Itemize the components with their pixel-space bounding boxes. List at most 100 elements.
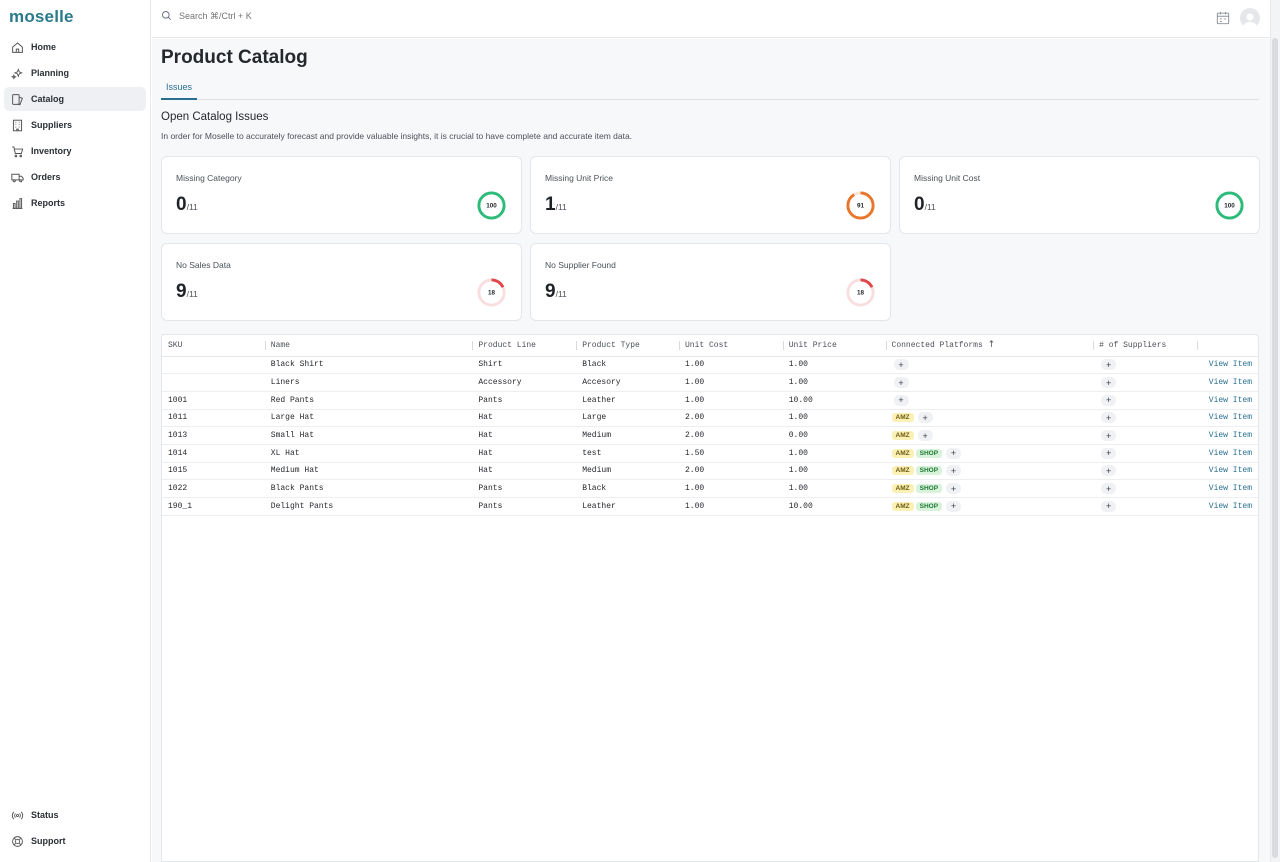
add-platform-button[interactable]: + <box>946 483 962 495</box>
table-row[interactable]: 1001 Red Pants Pants Leather 1.00 10.00 + + View… <box>162 391 1258 410</box>
scrollbar-thumb[interactable] <box>1272 38 1278 858</box>
table-row[interactable]: 1013 Small Hat Hat Medium 2.00 0.00 AMZ + + View … <box>162 426 1258 445</box>
table-row[interactable]: 1015 Medium Hat Hat Medium 2.00 1.00 AMZ SHOP + +… <box>162 462 1258 481</box>
tab-issues[interactable]: Issues <box>161 82 198 100</box>
sidebar-item-label: Status <box>31 810 59 820</box>
app-logo[interactable]: moselle <box>9 7 74 26</box>
column-header-unit-price[interactable]: Unit Price <box>782 335 886 357</box>
issue-card-no-sales-data[interactable]: No Sales Data 9/11 18 <box>161 243 522 321</box>
column-header-name[interactable]: Name <box>264 335 473 357</box>
add-platform-button[interactable]: + <box>917 430 933 442</box>
view-item-link[interactable]: View Item <box>1196 497 1258 516</box>
column-header-sku[interactable]: SKU <box>162 335 265 357</box>
column-header-connected-platforms[interactable]: Connected Platforms ↑ <box>885 335 1094 357</box>
add-supplier-button[interactable]: + <box>1101 377 1117 389</box>
product-type-cell: Large <box>576 409 679 428</box>
sidebar-item-orders[interactable]: Orders <box>4 165 146 189</box>
platform-badge: SHOP <box>915 466 943 476</box>
column-header-product-type[interactable]: Product Type <box>576 335 679 357</box>
view-item-link[interactable]: View Item <box>1196 391 1258 410</box>
unit-price-cell: 10.00 <box>782 497 886 516</box>
suppliers-cell: + <box>1093 497 1197 516</box>
score-ring: 18 <box>477 278 506 307</box>
platform-badge: SHOP <box>915 501 943 511</box>
issue-card-no-supplier-found[interactable]: No Supplier Found 9/11 18 <box>530 243 891 321</box>
sidebar-item-planning[interactable]: Planning <box>4 61 146 85</box>
table-row[interactable]: 1022 Black Pants Pants Black 1.00 1.00 AMZ SHOP… <box>162 479 1258 498</box>
sort-arrow-icon[interactable]: ↑ <box>987 340 996 351</box>
add-supplier-button[interactable]: + <box>1101 412 1117 424</box>
connected-platforms-cell: + <box>885 356 1094 375</box>
search-input[interactable] <box>179 10 379 21</box>
view-item-link[interactable]: View Item <box>1196 356 1258 375</box>
table-row[interactable]: Black Shirt Shirt Black 1.00 1.00 + + View Item <box>162 356 1258 375</box>
product-type-cell: test <box>576 444 679 463</box>
name-cell: Liners <box>264 373 473 392</box>
add-supplier-button[interactable]: + <box>1101 447 1117 459</box>
sku-cell: 1013 <box>162 426 265 445</box>
issue-card-missing-category[interactable]: Missing Category 0/11 100 <box>161 156 522 234</box>
connected-platforms-cell: + <box>885 373 1094 392</box>
add-platform-button[interactable]: + <box>893 377 909 389</box>
issue-card-missing-unit-price[interactable]: Missing Unit Price 1/11 91 <box>530 156 891 234</box>
section-title: Open Catalog Issues <box>161 111 269 123</box>
sidebar-item-home[interactable]: Home <box>4 35 146 59</box>
add-platform-button[interactable]: + <box>946 500 962 512</box>
table-row[interactable]: Liners Accessory Accesory 1.00 1.00 + + View It… <box>162 373 1258 392</box>
search-bar[interactable] <box>161 10 379 21</box>
user-icon <box>1243 13 1257 28</box>
sidebar-item-label: Orders <box>31 172 61 182</box>
column-header-suppliers[interactable]: # of Suppliers <box>1093 335 1197 357</box>
connected-platforms-cell: AMZ SHOP + <box>885 462 1094 481</box>
sidebar-item-label: Catalog <box>31 94 65 104</box>
table-row[interactable]: 1014 XL Hat Hat test 1.50 1.00 AMZ SHOP + + View I… <box>162 444 1258 463</box>
issue-card-missing-unit-cost[interactable]: Missing Unit Cost 0/11 100 <box>899 156 1260 234</box>
card-label: Missing Category <box>176 173 242 183</box>
column-header-product-line[interactable]: Product Line <box>472 335 577 357</box>
product-table-container: SKU Name Product Line Product Type Unit … <box>161 334 1259 862</box>
truck-icon <box>10 170 24 184</box>
add-supplier-button[interactable]: + <box>1101 394 1117 406</box>
add-supplier-button[interactable]: + <box>1101 430 1117 442</box>
product-type-cell: Medium <box>576 426 679 445</box>
add-platform-button[interactable]: + <box>893 359 909 371</box>
add-supplier-button[interactable]: + <box>1101 483 1117 495</box>
sidebar-item-support[interactable]: Support <box>4 829 146 853</box>
card-label: Missing Unit Cost <box>914 173 981 183</box>
view-item-link[interactable]: View Item <box>1196 373 1258 392</box>
calendar-icon[interactable] <box>1216 11 1230 25</box>
svg-text:18: 18 <box>488 290 495 297</box>
page-title: Product Catalog <box>161 47 308 68</box>
sidebar-item-reports[interactable]: Reports <box>4 191 146 215</box>
view-item-link[interactable]: View Item <box>1196 426 1258 445</box>
table-row[interactable]: 190_1 Delight Pants Pants Leather 1.00 10.00 A… <box>162 497 1258 516</box>
add-supplier-button[interactable]: + <box>1101 465 1117 477</box>
name-cell: Delight Pants <box>264 497 473 516</box>
platform-badge: AMZ <box>891 501 914 511</box>
unit-price-cell: 1.00 <box>782 356 886 375</box>
avatar[interactable] <box>1240 8 1260 28</box>
column-header-unit-cost[interactable]: Unit Cost <box>679 335 783 357</box>
add-platform-button[interactable]: + <box>946 447 962 459</box>
sidebar-item-catalog[interactable]: Catalog <box>4 87 146 111</box>
top-bar <box>152 0 1270 38</box>
add-supplier-button[interactable]: + <box>1101 359 1117 371</box>
view-item-link[interactable]: View Item <box>1196 409 1258 428</box>
table-row[interactable]: 1011 Large Hat Hat Large 2.00 1.00 AMZ + + View I… <box>162 409 1258 428</box>
sidebar-item-inventory[interactable]: Inventory <box>4 139 146 163</box>
sidebar-item-suppliers[interactable]: Suppliers <box>4 113 146 137</box>
add-platform-button[interactable]: + <box>917 412 933 424</box>
view-item-link[interactable]: View Item <box>1196 444 1258 463</box>
sku-cell: 1011 <box>162 409 265 428</box>
name-cell: Medium Hat <box>264 462 473 481</box>
sidebar-item-status[interactable]: Status <box>4 803 146 827</box>
home-icon <box>10 40 24 54</box>
view-item-link[interactable]: View Item <box>1196 479 1258 498</box>
add-platform-button[interactable]: + <box>946 465 962 477</box>
platform-badge: SHOP <box>915 448 943 458</box>
add-platform-button[interactable]: + <box>893 394 909 406</box>
page-scrollbar[interactable] <box>1270 0 1280 862</box>
add-supplier-button[interactable]: + <box>1101 500 1117 512</box>
connected-platforms-cell: + <box>885 391 1094 410</box>
view-item-link[interactable]: View Item <box>1196 462 1258 481</box>
